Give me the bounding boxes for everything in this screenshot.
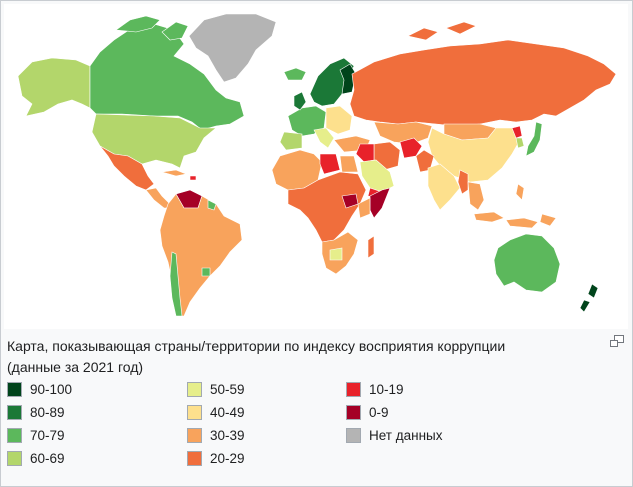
region-southeast-asia[interactable]: [467, 181, 485, 211]
region-philippines[interactable]: [515, 183, 525, 201]
region-india[interactable]: [427, 163, 461, 211]
region-alaska[interactable]: [17, 57, 91, 117]
region-chile[interactable]: [169, 251, 183, 317]
caption-line-1: Карта, показывающая страны/территории по…: [7, 338, 506, 354]
legend-label: 80-89: [30, 404, 65, 420]
legend-label: 10-19: [369, 381, 404, 397]
region-south-korea[interactable]: [515, 137, 525, 149]
legend-item-50-59: 50-59: [187, 380, 245, 398]
region-syria-iraq[interactable]: [355, 143, 375, 163]
legend-label: Нет данных: [369, 427, 443, 443]
region-libya[interactable]: [319, 153, 341, 175]
region-eastern-europe[interactable]: [325, 105, 353, 135]
region-madagascar[interactable]: [367, 235, 375, 259]
legend-item-no-data: Нет данных: [346, 426, 443, 444]
legend-item-40-49: 40-49: [187, 403, 245, 421]
region-afghanistan[interactable]: [399, 137, 423, 159]
legend-label: 0-9: [369, 404, 389, 420]
region-egypt[interactable]: [339, 155, 359, 173]
region-china[interactable]: [427, 127, 521, 183]
legend-item-20-29: 20-29: [187, 449, 245, 467]
legend-swatch: [346, 404, 361, 420]
legend-swatch: [346, 427, 361, 443]
region-haiti[interactable]: [189, 175, 197, 181]
region-greenland[interactable]: [188, 13, 277, 83]
region-southern-europe[interactable]: [313, 127, 335, 149]
caption-line-2: (данные за 2021 год): [7, 359, 144, 375]
region-mexico[interactable]: [99, 145, 155, 191]
legend-swatch: [7, 450, 22, 466]
region-iberia[interactable]: [279, 131, 303, 151]
legend-swatch: [187, 450, 202, 466]
region-kazakhstan[interactable]: [373, 121, 433, 145]
legend-item-90-100: 90-100: [7, 380, 72, 398]
legend-item-60-69: 60-69: [7, 449, 65, 467]
region-iceland[interactable]: [283, 67, 307, 81]
region-central-africa[interactable]: [287, 171, 367, 243]
legend-label: 30-39: [210, 427, 245, 443]
region-japan[interactable]: [525, 121, 543, 157]
legend-item-0-9: 0-9: [346, 403, 389, 421]
region-canada-islands[interactable]: [115, 15, 189, 41]
region-guiana[interactable]: [207, 199, 217, 211]
legend-label: 50-59: [210, 381, 245, 397]
legend-label: 40-49: [210, 404, 245, 420]
region-north-korea[interactable]: [511, 125, 523, 139]
region-finland[interactable]: [339, 63, 357, 95]
region-indonesia[interactable]: [473, 211, 557, 229]
legend-item-30-39: 30-39: [187, 426, 245, 444]
legend-swatch: [346, 381, 361, 397]
region-myanmar[interactable]: [457, 169, 469, 195]
region-new-zealand[interactable]: [579, 283, 599, 313]
legend-swatch: [187, 427, 202, 443]
world-map-svg: [17, 13, 617, 317]
region-australia[interactable]: [493, 233, 561, 293]
legend-item-10-19: 10-19: [346, 380, 404, 398]
map-caption: Карта, показывающая страны/территории по…: [7, 336, 597, 378]
region-horn-of-africa[interactable]: [357, 197, 371, 219]
legend-swatch: [187, 381, 202, 397]
magnify-clip-icon[interactable]: [609, 334, 625, 348]
legend-item-80-89: 80-89: [7, 403, 65, 421]
legend-swatch: [7, 427, 22, 443]
region-western-europe[interactable]: [287, 105, 327, 137]
legend-swatch: [7, 404, 22, 420]
region-cuba[interactable]: [161, 169, 188, 177]
region-botswana[interactable]: [329, 247, 343, 261]
legend-label: 90-100: [30, 381, 73, 397]
region-uk[interactable]: [293, 91, 307, 111]
legend-item-70-79: 70-79: [7, 426, 65, 444]
region-russia-islands[interactable]: [407, 21, 477, 41]
legend-label: 60-69: [30, 450, 65, 466]
region-pakistan[interactable]: [415, 149, 435, 173]
region-uruguay[interactable]: [201, 267, 211, 277]
region-russia[interactable]: [349, 39, 617, 127]
world-map[interactable]: [4, 4, 628, 329]
legend-label: 70-79: [30, 427, 65, 443]
legend-swatch: [7, 381, 22, 397]
legend-label: 20-29: [210, 450, 245, 466]
legend-swatch: [187, 404, 202, 420]
